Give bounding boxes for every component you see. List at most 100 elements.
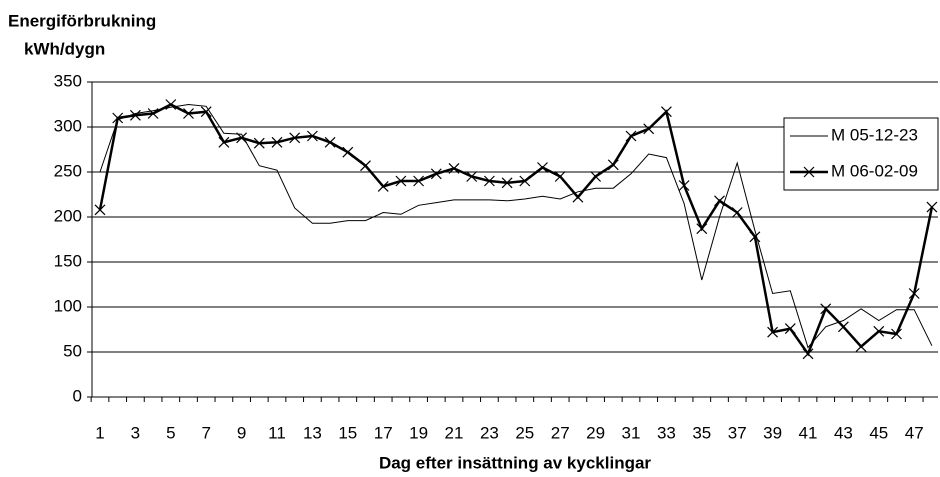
marker — [324, 136, 336, 148]
marker — [413, 175, 425, 187]
y-tick-label: 250 — [54, 161, 82, 180]
x-tick-label: 23 — [480, 423, 499, 442]
marker-x — [554, 171, 566, 182]
marker — [147, 108, 159, 119]
marker-x — [448, 162, 460, 174]
y-axis-label: kWh/dygn — [24, 39, 105, 58]
marker-x — [200, 106, 212, 118]
marker — [200, 106, 212, 118]
x-tick-label: 9 — [237, 423, 246, 442]
marker-x — [430, 168, 442, 180]
x-tick-label: 43 — [834, 423, 853, 442]
chart-title: Energiförbrukning — [8, 11, 156, 30]
x-axis-label: Dag efter insättning av kycklingar — [379, 453, 651, 472]
marker-x — [855, 341, 867, 353]
marker — [660, 106, 672, 118]
marker-x — [784, 323, 796, 335]
marker-x — [147, 108, 159, 119]
marker — [448, 162, 460, 174]
marker — [749, 231, 761, 243]
marker-x — [873, 325, 885, 337]
marker-x — [466, 171, 478, 182]
marker-x — [236, 132, 248, 144]
marker — [129, 109, 141, 121]
marker — [572, 191, 584, 203]
x-tick-label: 31 — [622, 423, 641, 442]
marker-x — [413, 175, 425, 187]
marker — [271, 136, 283, 148]
y-tick-label: 200 — [54, 206, 82, 225]
marker-x — [607, 159, 619, 171]
marker — [802, 348, 814, 360]
x-tick-label: 17 — [374, 423, 393, 442]
x-tick-label: 41 — [799, 423, 818, 442]
marker — [306, 130, 318, 142]
marker — [430, 168, 442, 180]
marker — [891, 328, 902, 340]
marker — [236, 132, 248, 144]
marker — [183, 108, 194, 119]
marker-x — [714, 195, 725, 207]
x-tick-label: 47 — [905, 423, 924, 442]
marker-x — [519, 175, 531, 187]
marker — [767, 326, 779, 338]
marker — [590, 171, 602, 182]
marker — [926, 201, 938, 213]
x-tick-label: 13 — [303, 423, 322, 442]
marker-x — [183, 108, 194, 119]
marker — [784, 323, 796, 335]
marker — [94, 204, 106, 216]
marker-x — [767, 326, 779, 338]
marker — [908, 288, 920, 299]
x-tick-label: 15 — [338, 423, 357, 442]
marker — [625, 130, 637, 142]
x-tick-label: 1 — [95, 423, 104, 442]
marker-x — [165, 99, 177, 110]
marker-x — [395, 175, 407, 187]
y-tick-label: 0 — [73, 386, 82, 405]
y-tick-label: 100 — [54, 296, 82, 315]
marker — [342, 146, 354, 158]
marker-x — [253, 137, 265, 149]
marker-x — [820, 303, 832, 315]
marker-x — [129, 109, 141, 121]
x-tick-label: 21 — [445, 423, 464, 442]
marker — [731, 207, 743, 218]
marker-x — [643, 123, 655, 135]
marker — [377, 180, 389, 192]
marker — [395, 175, 407, 187]
marker — [501, 177, 513, 189]
x-tick-label: 7 — [201, 423, 210, 442]
marker — [714, 195, 725, 207]
marker-x — [908, 288, 920, 299]
marker-x — [112, 112, 124, 124]
marker-x — [696, 223, 708, 235]
x-tick-label: 37 — [728, 423, 747, 442]
legend-box — [783, 117, 939, 191]
marker — [873, 325, 885, 337]
marker — [218, 136, 230, 148]
x-tick-label: 25 — [515, 423, 534, 442]
marker — [678, 180, 690, 191]
marker-x — [802, 348, 814, 360]
marker-x — [660, 106, 672, 118]
marker-x — [572, 191, 584, 203]
marker — [253, 137, 265, 149]
marker — [803, 166, 815, 178]
marker-x — [731, 207, 743, 218]
y-tick-label: 50 — [63, 341, 82, 360]
marker-x — [94, 204, 106, 216]
x-tick-label: 11 — [268, 423, 286, 442]
marker-x — [803, 166, 815, 178]
marker-x — [837, 321, 849, 333]
marker — [112, 112, 124, 124]
marker — [537, 162, 548, 173]
y-tick-label: 300 — [54, 116, 82, 135]
marker-x — [625, 130, 637, 142]
marker — [360, 160, 371, 172]
marker-x — [289, 132, 301, 144]
marker-x — [360, 160, 371, 172]
series-line — [98, 103, 934, 357]
marker-x — [306, 130, 318, 142]
